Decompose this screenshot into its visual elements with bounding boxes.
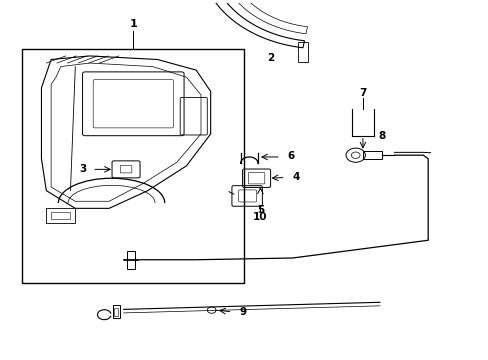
Text: 5: 5 — [256, 205, 264, 215]
Text: 3: 3 — [79, 165, 86, 174]
Bar — [114, 307, 118, 316]
Bar — [46, 208, 75, 222]
Text: 6: 6 — [287, 151, 294, 161]
Text: 2: 2 — [267, 53, 274, 63]
Bar — [127, 251, 135, 269]
Text: 10: 10 — [253, 212, 267, 222]
Text: 9: 9 — [239, 307, 246, 317]
Text: 4: 4 — [292, 172, 299, 182]
Bar — [112, 306, 120, 318]
Bar — [51, 212, 70, 219]
Text: 7: 7 — [359, 88, 366, 98]
Bar — [298, 42, 307, 62]
Text: 1: 1 — [129, 19, 137, 29]
Bar — [22, 49, 244, 283]
Bar — [362, 151, 382, 159]
Text: 8: 8 — [378, 131, 385, 141]
